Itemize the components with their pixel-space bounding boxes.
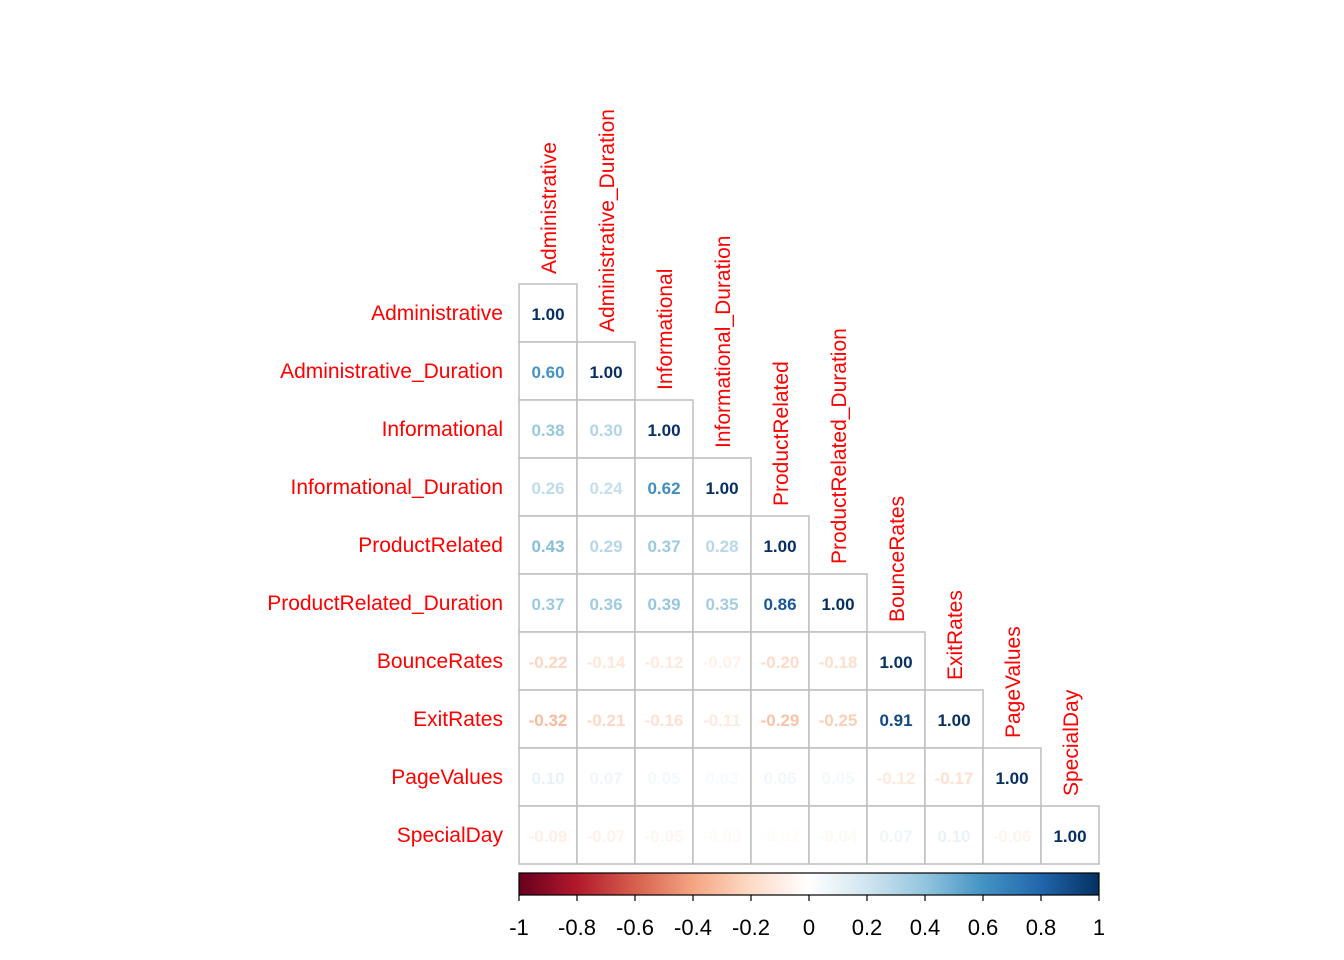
colorbar-tick-label: 0.8 (1026, 915, 1057, 940)
matrix-cells: 1.00 0.60 1.00 0.38 0.30 1.00 0.26 0.24 0.62 1.00… (519, 284, 1099, 864)
cell-value: 1.00 (995, 769, 1028, 788)
row-label: SpecialDay (397, 824, 504, 847)
row-label: ExitRates (413, 708, 503, 731)
column-label: Administrative_Duration (596, 109, 619, 332)
cell-value: 0.07 (589, 769, 622, 788)
cell-value: 0.28 (705, 537, 738, 556)
column-label: BounceRates (886, 496, 909, 622)
row-label: ProductRelated_Duration (267, 592, 503, 615)
cell-value: 1.00 (879, 653, 912, 672)
cell-value: 0.24 (589, 479, 623, 498)
colorbar-tick-label: 1 (1093, 915, 1105, 940)
cell-value: -0.02 (761, 827, 800, 846)
cell-value: 0.62 (647, 479, 680, 498)
cell-value: 0.30 (589, 421, 622, 440)
cell-value: 0.03 (705, 769, 738, 788)
cell-value: 1.00 (1053, 827, 1086, 846)
column-label: ExitRates (944, 590, 967, 680)
row-labels: Administrative Administrative_Duration Inf… (267, 302, 503, 847)
cell-value: 0.39 (647, 595, 680, 614)
colorbar-tick-label: 0.4 (910, 915, 941, 940)
row-label: PageValues (391, 766, 503, 789)
cell-value: 1.00 (763, 537, 796, 556)
colorbar-tick-label: 0 (803, 915, 815, 940)
cell-value: 0.38 (531, 421, 564, 440)
colorbar-tick-label: -1 (509, 915, 529, 940)
cell-value: 0.86 (763, 595, 796, 614)
cell-value: -0.07 (587, 827, 626, 846)
row-label: Administrative (371, 302, 503, 325)
cell-value: -0.12 (877, 769, 916, 788)
row-label: Informational (382, 418, 503, 441)
row-label: Administrative_Duration (280, 360, 503, 383)
colorbar: -1 -0.8 -0.6 -0.4 -0.2 0 0.2 0.4 0.6 0.8 1 (509, 873, 1105, 940)
colorbar-tick-label: 0.2 (852, 915, 883, 940)
colorbar-gradient (519, 873, 1099, 895)
cell-value: -0.18 (819, 653, 858, 672)
column-label: ProductRelated (770, 361, 793, 506)
cell-value: -0.03 (703, 827, 742, 846)
cell-value: -0.07 (703, 653, 742, 672)
cell-value: -0.09 (529, 827, 568, 846)
cell-value: -0.21 (587, 711, 626, 730)
cell-value: 0.43 (531, 537, 564, 556)
cell-value: -0.25 (819, 711, 858, 730)
cell-value: 0.05 (821, 769, 854, 788)
cell-value: 0.37 (647, 537, 680, 556)
cell-value: 1.00 (531, 305, 564, 324)
cell-value: -0.20 (761, 653, 800, 672)
row-label: BounceRates (377, 650, 503, 673)
cell-value: 1.00 (937, 711, 970, 730)
column-label: PageValues (1002, 626, 1025, 738)
cell-value: 1.00 (589, 363, 622, 382)
cell-value: 0.29 (589, 537, 622, 556)
cell-value: 1.00 (705, 479, 738, 498)
colorbar-tick-label: -0.8 (558, 915, 596, 940)
cell-value: -0.06 (993, 827, 1032, 846)
column-label: Informational_Duration (712, 236, 735, 448)
cell-value: -0.12 (645, 653, 684, 672)
colorbar-tick-label: -0.2 (732, 915, 770, 940)
cell-value: 1.00 (821, 595, 854, 614)
cell-value: 0.10 (937, 827, 970, 846)
cell-value: -0.04 (819, 827, 858, 846)
cell-value: 0.07 (879, 827, 912, 846)
cell-value: -0.17 (935, 769, 974, 788)
cell-value: 0.35 (705, 595, 738, 614)
cell-value: 0.37 (531, 595, 564, 614)
cell-value: 1.00 (647, 421, 680, 440)
column-label: Administrative (538, 142, 561, 274)
cell-value: -0.32 (529, 711, 568, 730)
cell-value: 0.06 (763, 769, 796, 788)
cell-value: 0.10 (531, 769, 564, 788)
cell-value: -0.29 (761, 711, 800, 730)
column-label: ProductRelated_Duration (828, 328, 851, 564)
row-label: Informational_Duration (291, 476, 503, 499)
cell-value: 0.05 (647, 769, 680, 788)
cell-value: -0.22 (529, 653, 568, 672)
cell-value: -0.16 (645, 711, 684, 730)
cell-value: 0.60 (531, 363, 564, 382)
cell-value: -0.14 (587, 653, 626, 672)
cell-value: 0.26 (531, 479, 564, 498)
colorbar-tick-label: -0.4 (674, 915, 712, 940)
cell-value: 0.36 (589, 595, 622, 614)
colorbar-tick-label: -0.6 (616, 915, 654, 940)
cell-value: 0.91 (879, 711, 912, 730)
column-label: Informational (654, 269, 677, 390)
column-label: SpecialDay (1060, 689, 1083, 796)
row-label: ProductRelated (358, 534, 503, 557)
colorbar-tick-label: 0.6 (968, 915, 999, 940)
cell-value: -0.11 (703, 711, 741, 730)
cell-value: -0.05 (645, 827, 684, 846)
